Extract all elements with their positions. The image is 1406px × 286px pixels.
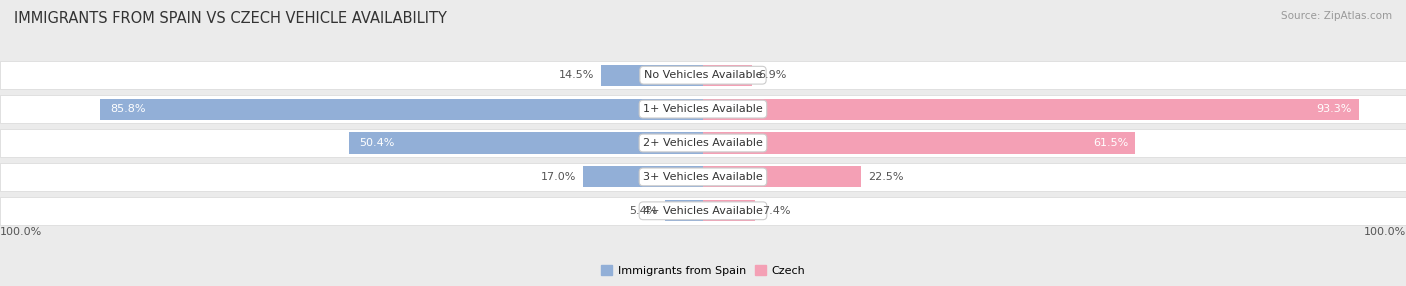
- Text: 2+ Vehicles Available: 2+ Vehicles Available: [643, 138, 763, 148]
- Bar: [0, 95, 1406, 123]
- Text: 61.5%: 61.5%: [1092, 138, 1129, 148]
- Text: 100.0%: 100.0%: [1364, 227, 1406, 237]
- Bar: [349, 132, 703, 154]
- Bar: [0, 163, 1406, 191]
- Text: 22.5%: 22.5%: [869, 172, 904, 182]
- Legend: Immigrants from Spain, Czech: Immigrants from Spain, Czech: [596, 261, 810, 280]
- Bar: [703, 166, 860, 187]
- Text: No Vehicles Available: No Vehicles Available: [644, 70, 762, 80]
- Text: 93.3%: 93.3%: [1316, 104, 1353, 114]
- Bar: [703, 132, 1136, 154]
- Text: 17.0%: 17.0%: [541, 172, 576, 182]
- Bar: [100, 99, 703, 120]
- Text: Source: ZipAtlas.com: Source: ZipAtlas.com: [1281, 11, 1392, 21]
- Bar: [703, 99, 1358, 120]
- Bar: [703, 200, 755, 221]
- Bar: [602, 65, 703, 86]
- Text: 6.9%: 6.9%: [759, 70, 787, 80]
- Text: IMMIGRANTS FROM SPAIN VS CZECH VEHICLE AVAILABILITY: IMMIGRANTS FROM SPAIN VS CZECH VEHICLE A…: [14, 11, 447, 26]
- Text: 100.0%: 100.0%: [0, 227, 42, 237]
- Bar: [703, 65, 752, 86]
- Text: 7.4%: 7.4%: [762, 206, 790, 216]
- Text: 4+ Vehicles Available: 4+ Vehicles Available: [643, 206, 763, 216]
- Bar: [583, 166, 703, 187]
- Text: 50.4%: 50.4%: [360, 138, 395, 148]
- Bar: [0, 197, 1406, 225]
- Text: 85.8%: 85.8%: [110, 104, 146, 114]
- Bar: [0, 129, 1406, 157]
- Bar: [665, 200, 703, 221]
- Text: 5.4%: 5.4%: [630, 206, 658, 216]
- Text: 3+ Vehicles Available: 3+ Vehicles Available: [643, 172, 763, 182]
- Bar: [0, 61, 1406, 89]
- Text: 14.5%: 14.5%: [558, 70, 593, 80]
- Text: 1+ Vehicles Available: 1+ Vehicles Available: [643, 104, 763, 114]
